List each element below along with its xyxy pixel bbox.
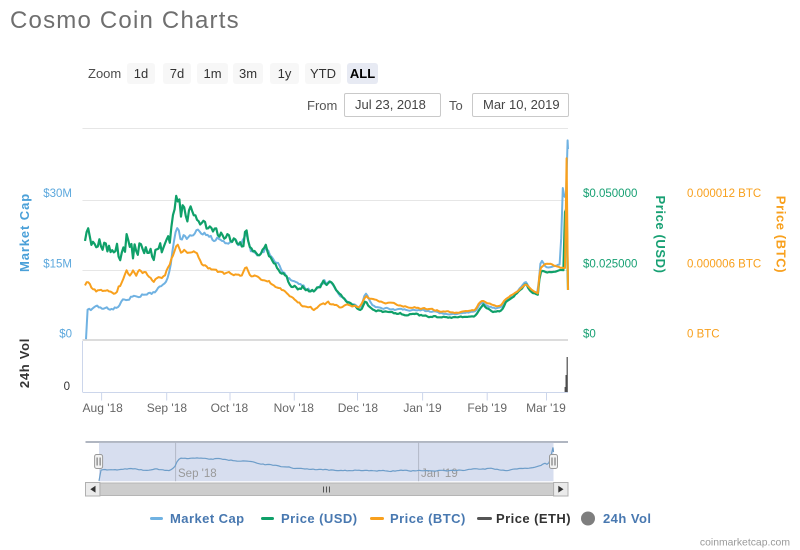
svg-text:24h Vol: 24h Vol (17, 338, 32, 388)
svg-text:0 BTC: 0 BTC (687, 329, 720, 341)
svg-text:Market Cap: Market Cap (170, 511, 245, 526)
svg-text:Market Cap: Market Cap (17, 193, 32, 272)
svg-text:Sep '18: Sep '18 (147, 401, 188, 415)
svg-text:$30M: $30M (43, 188, 72, 200)
svg-text:Nov '18: Nov '18 (274, 401, 315, 415)
svg-text:Sep '18: Sep '18 (178, 468, 217, 480)
svg-text:0: 0 (64, 381, 70, 393)
svg-text:$0: $0 (583, 329, 596, 341)
svg-text:Feb '19: Feb '19 (467, 401, 507, 415)
svg-text:Price (BTC): Price (BTC) (774, 196, 789, 273)
svg-text:Oct '18: Oct '18 (211, 401, 249, 415)
svg-text:Price (ETH): Price (ETH) (496, 511, 571, 526)
svg-text:Price (BTC): Price (BTC) (390, 511, 466, 526)
svg-text:$0.025000: $0.025000 (583, 259, 637, 271)
svg-text:0.000012 BTC: 0.000012 BTC (687, 188, 761, 200)
svg-text:Mar '19: Mar '19 (526, 401, 566, 415)
svg-text:Price (USD): Price (USD) (281, 511, 357, 526)
svg-text:$0: $0 (59, 329, 72, 341)
svg-text:Aug '18: Aug '18 (83, 401, 124, 415)
svg-text:0.000006 BTC: 0.000006 BTC (687, 259, 761, 271)
svg-text:Jan '19: Jan '19 (403, 401, 442, 415)
svg-text:Price (USD): Price (USD) (653, 195, 668, 273)
svg-text:24h Vol: 24h Vol (603, 511, 651, 526)
svg-text:coinmarketcap.com: coinmarketcap.com (700, 538, 790, 549)
svg-text:$0.050000: $0.050000 (583, 188, 637, 200)
svg-text:Dec '18: Dec '18 (338, 401, 379, 415)
svg-text:$15M: $15M (43, 259, 72, 271)
